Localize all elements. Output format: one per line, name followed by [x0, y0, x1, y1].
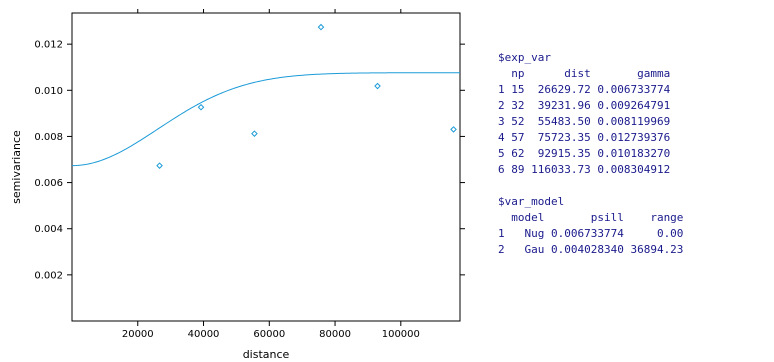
console-line: 2 Gau 0.004028340 36894.23 [498, 243, 684, 256]
console-line [498, 178, 683, 194]
console-line: 1 15 26629.72 0.006733774 [498, 83, 671, 96]
x-tick-label: 80000 [319, 329, 351, 340]
console-line: model psill range [498, 211, 684, 224]
data-points [156, 23, 457, 169]
y-tick-label: 0.002 [34, 270, 63, 281]
console-line: 6 89 116033.73 0.008304912 [498, 163, 671, 176]
data-point [251, 130, 258, 137]
x-tick-label: 40000 [188, 329, 220, 340]
plot-frame [71, 12, 461, 322]
console-line: np dist gamma [498, 67, 671, 80]
x-tick-label: 20000 [122, 329, 154, 340]
y-axis-title: semivariance [10, 130, 23, 204]
y-tick-label: 0.008 [34, 132, 63, 143]
y-tick-label: 0.012 [34, 40, 63, 51]
console-line: 2 32 39231.96 0.009264791 [498, 99, 671, 112]
x-axis-ticks: 20000 40000 60000 80000 100000 [122, 9, 420, 340]
console-line: 4 57 75723.35 0.012739376 [498, 131, 671, 144]
x-tick-label: 100000 [382, 329, 420, 340]
y-tick-label: 0.004 [34, 224, 63, 235]
data-point [197, 103, 205, 111]
data-point [450, 126, 457, 133]
x-tick-label: 60000 [253, 329, 285, 340]
y-tick-label: 0.006 [34, 178, 63, 189]
data-point [317, 23, 325, 31]
console-line: $exp_var [498, 51, 551, 64]
console-line: $var_model [498, 195, 565, 208]
console-line: 3 52 55483.50 0.008119969 [498, 115, 671, 128]
model-curve [71, 72, 460, 167]
data-point [156, 162, 163, 169]
semivariogram-plot: 20000 40000 60000 80000 100000 0.0020.0040.0… [10, 9, 465, 361]
console-line: 5 62 92915.35 0.010183270 [498, 147, 671, 160]
data-point [374, 82, 381, 90]
x-axis-title: distance [243, 348, 290, 361]
r-console-output: $exp_var np dist gamma 1 15 26629.72 0.00… [498, 50, 683, 258]
y-tick-label: 0.010 [34, 86, 63, 97]
y-axis-ticks: 0.002 0.004 0.006 0.008 0.010 0.012 [34, 40, 465, 281]
console-line: 1 Nug 0.006733774 0.00 [498, 227, 684, 240]
